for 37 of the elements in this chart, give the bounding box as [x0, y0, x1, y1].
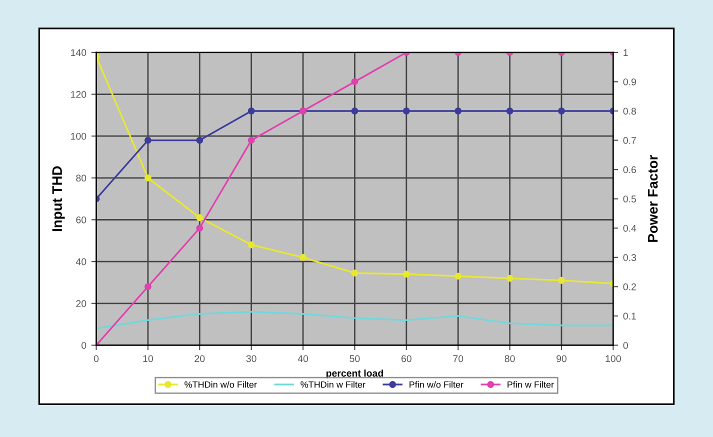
- y2-tick-label: 0.8: [623, 108, 636, 115]
- y2-tick-label: 0.2: [623, 283, 636, 290]
- x-tick-label: 50: [350, 355, 360, 362]
- y2-tick-label: 1: [624, 49, 628, 56]
- y2-tick-label: 0.7: [623, 137, 636, 144]
- y2-tick-label: 0: [623, 342, 628, 349]
- x-tick-label: 10: [143, 355, 153, 362]
- x-tick-label: 30: [246, 355, 256, 362]
- x-tick-label: 0: [94, 355, 99, 362]
- legend-label: Pfin w Filter: [508, 381, 554, 388]
- y2-axis-title: Power Factor: [648, 155, 658, 242]
- legend-label: Pfin w/o Filter: [410, 381, 464, 388]
- y-tick-label: 140: [71, 49, 86, 56]
- x-tick-label: 80: [504, 355, 515, 362]
- x-tick-label: 60: [401, 355, 412, 362]
- x-axis-title: percent load: [326, 370, 383, 379]
- y-tick-label: 40: [76, 258, 86, 266]
- y2-tick-label: 0.1: [623, 312, 636, 320]
- y-tick-label: 20: [76, 300, 86, 308]
- legend-label: %THDin w Filter: [300, 381, 366, 388]
- y2-tick-label: 0.3: [623, 254, 636, 262]
- y-tick-label: 100: [71, 132, 86, 140]
- x-tick-label: 100: [606, 355, 621, 362]
- y-tick-label: 0: [82, 342, 86, 349]
- y2-tick-label: 0.5: [623, 196, 636, 202]
- x-tick-label: 70: [453, 355, 464, 362]
- x-tick-label: 20: [194, 355, 205, 362]
- y2-tick-label: 0.4: [623, 224, 636, 232]
- x-tick-label: 90: [556, 355, 567, 362]
- y2-tick-label: 0.9: [623, 78, 636, 86]
- y-axis-title: Input THD: [52, 166, 65, 232]
- y2-tick-label: 0.6: [623, 166, 636, 174]
- y-tick-label: 80: [76, 174, 86, 182]
- legend-label: %THDin w/o Filter: [184, 381, 257, 388]
- y-tick-label: 120: [71, 91, 86, 98]
- y-tick-label: 60: [76, 216, 86, 224]
- x-tick-label: 40: [298, 355, 308, 362]
